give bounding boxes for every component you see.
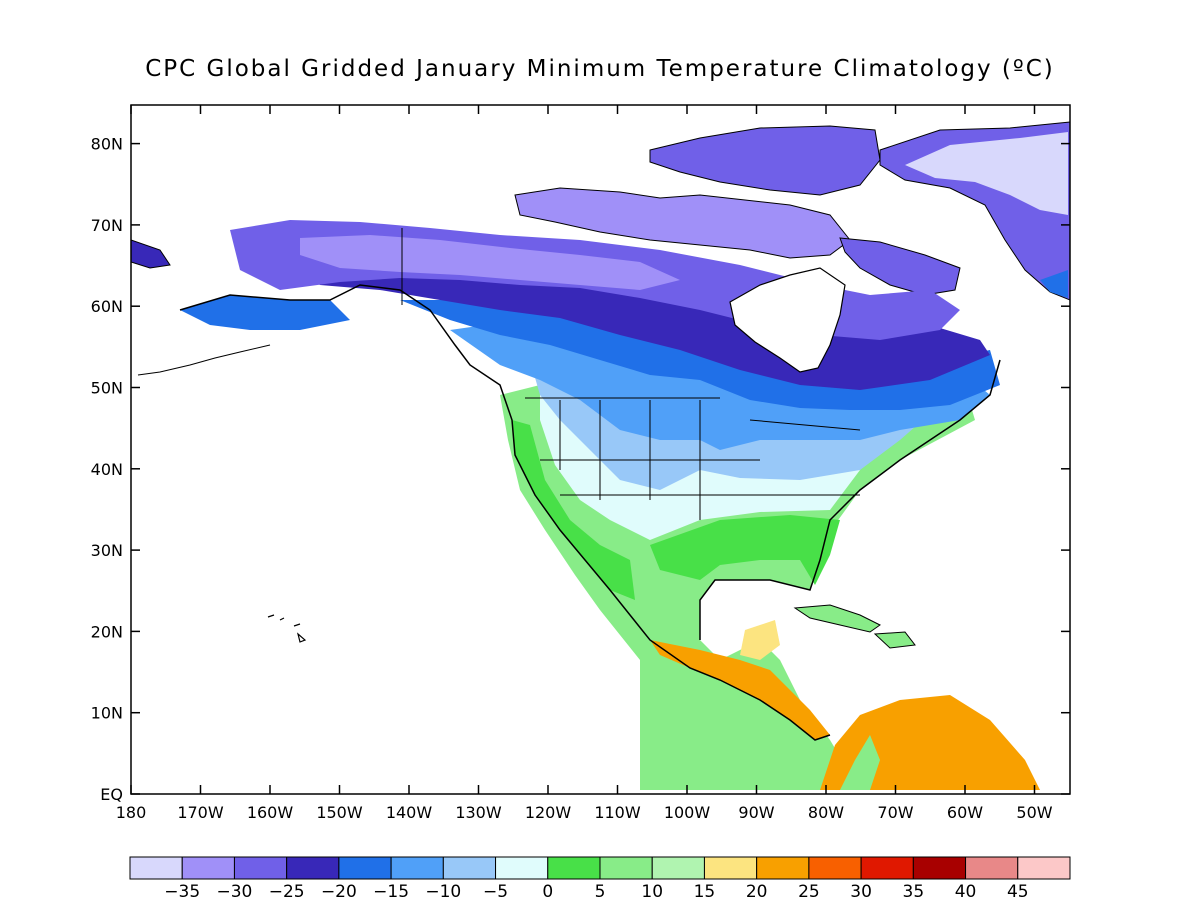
- colorbar-label: 5: [595, 882, 606, 900]
- lon-tick-label: 120W: [525, 803, 572, 822]
- lon-tick-label: 130W: [455, 803, 502, 822]
- colorbar-swatch: [233, 856, 288, 880]
- aleutian-islands: [137, 344, 271, 376]
- colorbar-label: −10: [425, 882, 461, 900]
- map-title: CPC Global Gridded January Minimum Tempe…: [145, 56, 1055, 82]
- lat-tick-label: 40N: [91, 460, 123, 479]
- colorbar-swatch: [181, 856, 235, 880]
- colorbar-label: −5: [483, 882, 508, 900]
- west-coast-green: [512, 420, 635, 600]
- colorbar-label: 25: [798, 882, 820, 900]
- lon-tick-label: 90W: [738, 803, 774, 822]
- colorbar-swatch: [286, 856, 340, 880]
- lon-tick-label: 100W: [664, 803, 711, 822]
- colorbar-swatch: [547, 856, 601, 880]
- colorbar-swatch: [808, 856, 862, 880]
- lat-tick-label: 60N: [91, 297, 123, 316]
- cuba: [793, 604, 881, 633]
- colorbar-label: 40: [955, 882, 977, 900]
- colorbar-label: 20: [746, 882, 768, 900]
- alaska-west: [180, 295, 350, 330]
- colorbar: −35 −30 −25 −20 −15 −10 −5 0 5 10 15 20 25 30 35 40 45: [129, 856, 1071, 900]
- colorbar-label: 0: [542, 882, 553, 900]
- map-frame: [130, 104, 1071, 795]
- lat-tick-label: EQ: [100, 785, 123, 804]
- lat-tick-label: 20N: [91, 622, 123, 641]
- hawaii: [267, 614, 307, 643]
- colorbar-swatch: [1017, 856, 1071, 880]
- colorbar-label: 15: [694, 882, 716, 900]
- siberia-corner: [131, 239, 171, 269]
- lon-tick-label: 150W: [316, 803, 363, 822]
- colorbar-swatch: [965, 856, 1019, 880]
- colorbar-label: 10: [641, 882, 663, 900]
- lat-tick-label: 30N: [91, 541, 123, 560]
- lat-tick-label: 10N: [91, 704, 123, 723]
- lon-tick-label: 60W: [947, 803, 983, 822]
- latitude-axis: EQ 10N 20N 30N 40N 50N 60N 70N 80N: [91, 135, 1070, 804]
- state-borders: [401, 228, 861, 520]
- colorbar-swatch: [338, 856, 392, 880]
- colorbar-swatch: [129, 856, 183, 880]
- lat-tick-label: 50N: [91, 379, 123, 398]
- colorbar-swatch: [756, 856, 810, 880]
- lat-tick-label: 80N: [91, 135, 123, 154]
- colorbar-label: −15: [373, 882, 409, 900]
- colorbar-label: −20: [321, 882, 357, 900]
- lon-tick-label: 170W: [177, 803, 224, 822]
- lon-tick-label: 110W: [594, 803, 641, 822]
- baffin-island: [839, 237, 961, 296]
- lon-tick-label: 140W: [386, 803, 433, 822]
- colorbar-label: −35: [164, 882, 200, 900]
- south-america-green: [840, 735, 880, 790]
- yucatan: [740, 620, 780, 660]
- band-minus35: [300, 235, 680, 290]
- arctic-islands-north: [649, 125, 881, 196]
- colorbar-swatch: [703, 856, 758, 880]
- lat-tick-label: 70N: [91, 216, 123, 235]
- colorbar-swatch: [651, 856, 705, 880]
- colorbar-swatch: [495, 856, 549, 880]
- longitude-axis: 180 170W 160W 150W 140W 130W 120W 110W 100W 90W 80…: [116, 105, 1053, 822]
- lon-tick-label: 180: [116, 803, 147, 822]
- hudson-bay: [729, 267, 846, 373]
- coastline: [179, 284, 1001, 741]
- greenland-coast: [1040, 270, 1068, 298]
- lon-tick-label: 50W: [1016, 803, 1052, 822]
- colorbar-swatch: [599, 856, 653, 880]
- lon-tick-label: 80W: [808, 803, 844, 822]
- colorbar-swatch: [442, 856, 497, 880]
- colorbar-swatch: [912, 856, 967, 880]
- colorbar-label: 30: [850, 882, 872, 900]
- hispaniola: [873, 631, 916, 649]
- lon-tick-label: 160W: [247, 803, 294, 822]
- southeast-green: [650, 515, 840, 585]
- arctic-islands: [514, 187, 851, 259]
- colorbar-swatch: [860, 856, 914, 880]
- colorbar-label: −30: [216, 882, 252, 900]
- colorbar-swatch: [390, 856, 444, 880]
- colorbar-label: 45: [1007, 882, 1029, 900]
- colorbar-label: −25: [269, 882, 305, 900]
- colorbar-label: 35: [903, 882, 925, 900]
- greenland-interior: [905, 132, 1068, 215]
- map-fields: [131, 121, 1070, 790]
- lon-tick-label: 70W: [877, 803, 913, 822]
